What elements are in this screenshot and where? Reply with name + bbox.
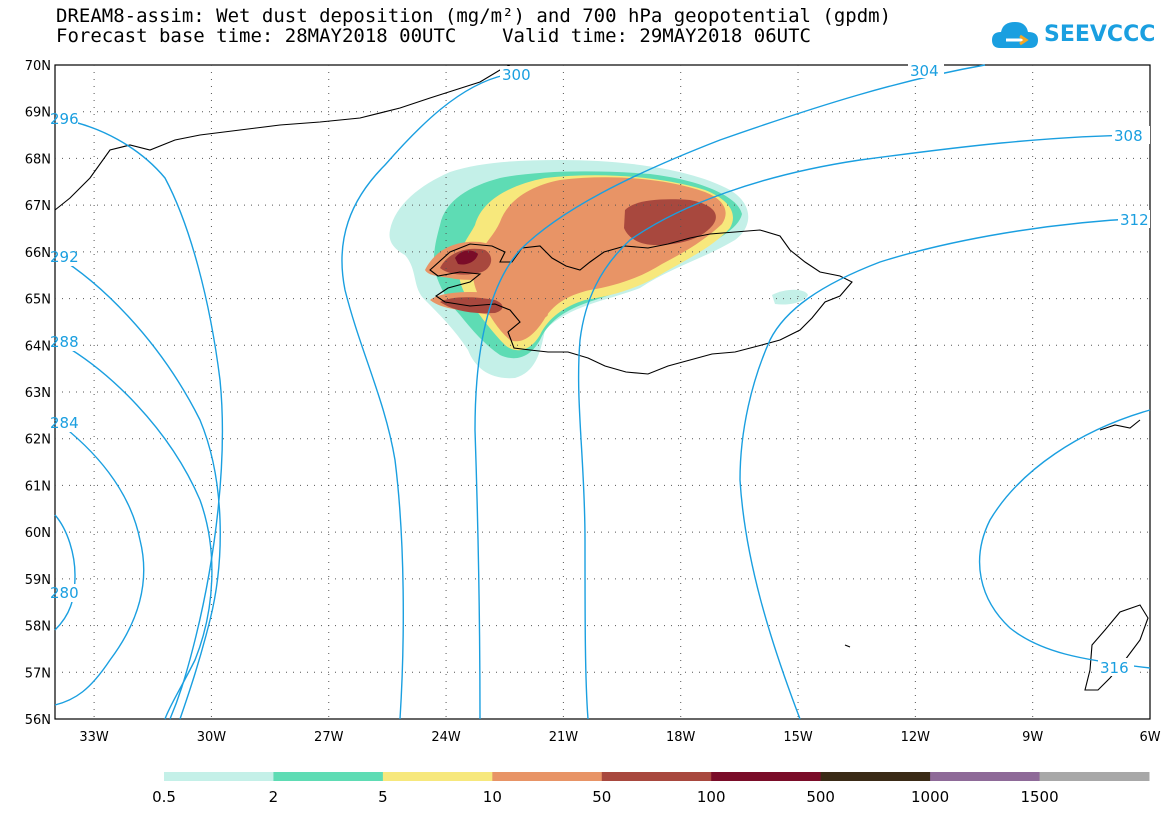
lon-label: 24W: [431, 730, 461, 745]
legend-swatch: [164, 772, 274, 781]
contour-label-296: 296: [50, 110, 79, 128]
legend-label: 10: [483, 788, 502, 806]
lat-label: 70N: [25, 59, 51, 74]
lat-label: 60N: [25, 526, 51, 541]
lon-label: 15W: [783, 730, 813, 745]
lat-label: 62N: [25, 433, 51, 448]
legend-label: 50: [592, 788, 611, 806]
legend-swatch: [492, 772, 603, 781]
coastlines: [54, 64, 1149, 691]
contour-labels: 300 304 308 312 316 296 292 288 284 280: [50, 58, 1150, 677]
legend-swatch: [601, 772, 712, 781]
contour-label-280: 280: [50, 584, 79, 602]
lat-label: 57N: [25, 666, 51, 681]
dust-deposition-fields: [389, 160, 808, 379]
lat-label: 58N: [25, 620, 51, 635]
geopotential-contours: [54, 64, 1151, 720]
contour-label-308: 308: [1114, 127, 1143, 145]
legend-label: 100: [697, 788, 726, 806]
lon-label: 18W: [666, 730, 696, 745]
contour-300: [341, 74, 506, 720]
contour-296: [54, 117, 224, 720]
legend-label: 2: [269, 788, 279, 806]
contour-280: [54, 514, 76, 631]
dust-field-50-west: [440, 297, 503, 314]
contour-308: [577, 134, 1151, 720]
contour-288: [54, 339, 213, 720]
lat-label: 65N: [25, 293, 51, 308]
dust-field-0.5-patch: [772, 289, 808, 305]
iceland-coast: [429, 229, 853, 375]
map-title: DREAM8-assim: Wet dust deposition (mg/m²…: [56, 5, 892, 27]
longitude-labels: 33W 30W 27W 24W 21W 18W 15W 12W 9W 6W: [79, 730, 1160, 745]
lon-label: 27W: [314, 730, 344, 745]
lat-label: 67N: [25, 199, 51, 214]
norway-coast: [1084, 419, 1149, 691]
lat-label: 68N: [25, 152, 51, 167]
graticule: [55, 65, 1150, 719]
greenland-coast: [54, 64, 511, 211]
legend-label: 1500: [1020, 788, 1058, 806]
legend-label: 1000: [911, 788, 949, 806]
contour-312: [739, 217, 1151, 720]
lat-label: 63N: [25, 386, 51, 401]
seevccc-logo: SEEVCCC: [990, 18, 1160, 58]
contour-label-312: 312: [1120, 211, 1149, 229]
dust-field-100: [455, 250, 478, 265]
latitude-labels: 70N 69N 68N 67N 66N 65N 64N 63N 62N 61N 60N 59N 58N 5…: [25, 59, 51, 728]
map-subtitle-times: Forecast base time: 28MAY2018 00UTC Vali…: [56, 25, 811, 47]
color-legend: 0.5 2 5 10 50 100 500 1000 1500: [152, 772, 1150, 806]
contour-label-316: 316: [1100, 659, 1129, 677]
legend-swatch: [820, 772, 931, 781]
lat-label: 66N: [25, 246, 51, 261]
logo-text: SEEVCCC: [1044, 22, 1156, 47]
cloud-icon: [992, 22, 1038, 48]
contour-label-288: 288: [50, 333, 79, 351]
legend-label: 5: [378, 788, 388, 806]
legend-swatch: [273, 772, 384, 781]
contour-284: [54, 419, 145, 706]
contour-label-292: 292: [50, 248, 79, 266]
lat-label: 61N: [25, 479, 51, 494]
contour-304: [474, 64, 986, 720]
lat-label: 69N: [25, 106, 51, 121]
contour-label-284: 284: [50, 414, 79, 432]
legend-swatch: [711, 772, 822, 781]
contour-label-304: 304: [910, 62, 939, 80]
lon-label: 12W: [901, 730, 931, 745]
lon-label: 6W: [1139, 730, 1160, 745]
lat-label: 56N: [25, 713, 51, 728]
lon-label: 9W: [1022, 730, 1043, 745]
legend-swatch: [930, 772, 1041, 781]
faroe-islands: [844, 644, 851, 648]
lat-label: 64N: [25, 339, 51, 354]
lon-label: 30W: [197, 730, 227, 745]
legend-label: 500: [806, 788, 835, 806]
contour-label-300: 300: [502, 66, 531, 84]
lon-label: 21W: [549, 730, 579, 745]
dust-field-50: [624, 199, 716, 246]
contour-292: [54, 254, 221, 720]
lat-label: 59N: [25, 573, 51, 588]
legend-swatch: [382, 772, 493, 781]
lon-label: 33W: [79, 730, 109, 745]
legend-label: 0.5: [152, 788, 176, 806]
contour-316: [978, 409, 1151, 669]
legend-swatch: [1039, 772, 1150, 781]
